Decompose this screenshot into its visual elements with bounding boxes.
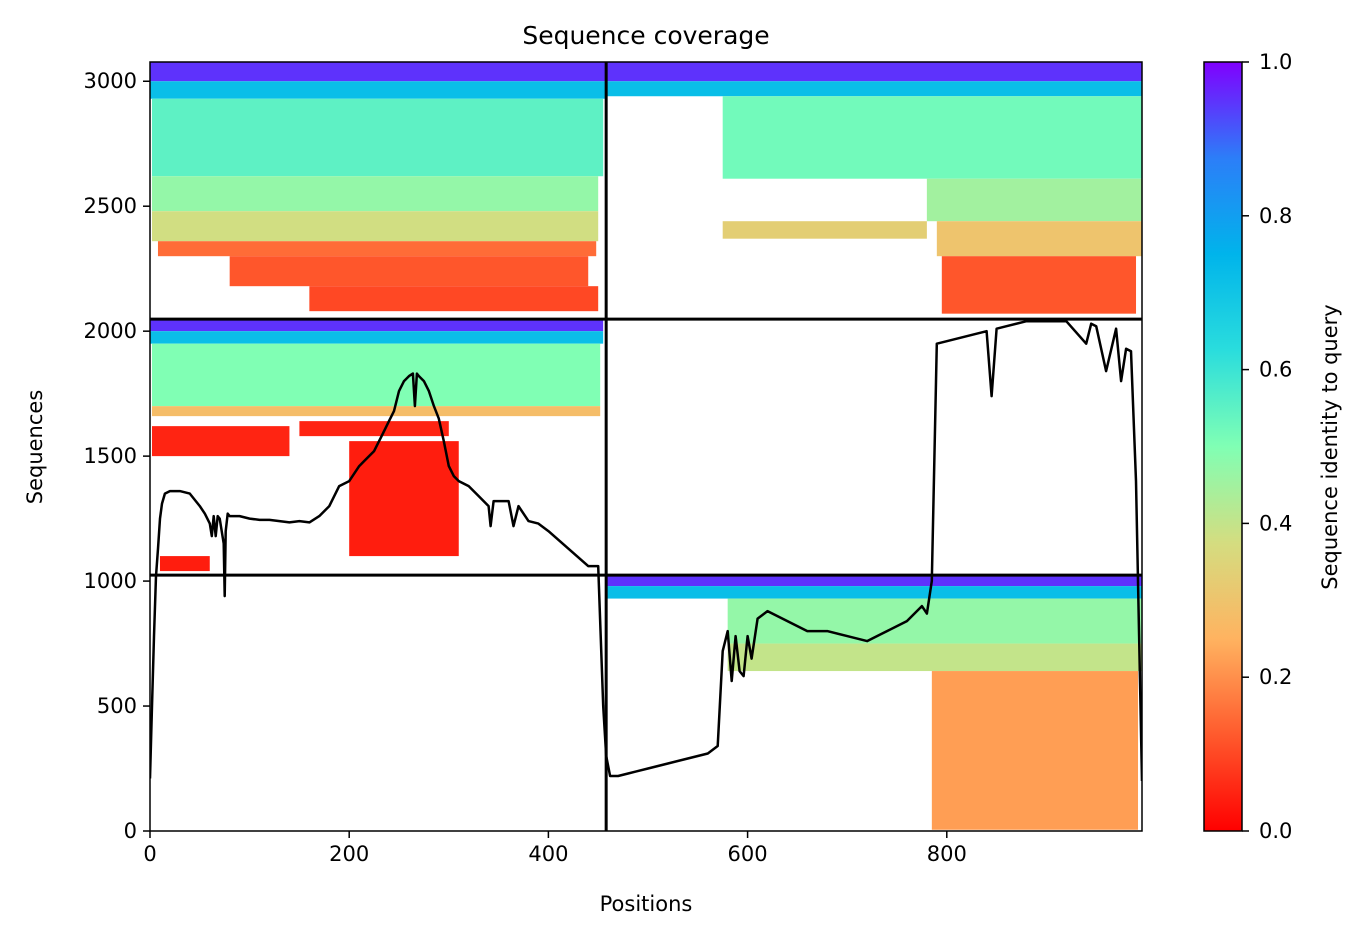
x-axis-label: Positions <box>600 892 693 916</box>
coverage-block <box>936 221 1142 257</box>
colorbar-tick-label: 1.0 <box>1259 50 1292 74</box>
coverage-block <box>151 343 601 407</box>
coverage-block <box>722 221 927 239</box>
coverage-block <box>151 176 599 212</box>
y-tick-label: 2500 <box>84 194 137 218</box>
y-tick-label: 1000 <box>84 569 137 593</box>
y-tick-label: 2000 <box>84 319 137 343</box>
y-axis-ticks: 0 500 1000 1500 2000 2500 3000 <box>84 69 150 843</box>
y-tick-label: 3000 <box>84 69 137 93</box>
coverage-block <box>606 586 1142 599</box>
coverage-block <box>931 671 1139 830</box>
coverage-block <box>926 178 1142 222</box>
coverage-block <box>150 319 604 332</box>
coverage-block <box>309 286 599 312</box>
chart-title: Sequence coverage <box>522 21 769 50</box>
coverage-block <box>151 406 601 417</box>
coverage-line <box>150 319 1142 782</box>
coverage-block <box>157 241 597 257</box>
coverage-block <box>151 211 599 242</box>
y-tick-label: 500 <box>97 694 137 718</box>
coverage-block <box>606 62 1142 82</box>
colorbar-tick-label: 0.8 <box>1259 204 1292 228</box>
colorbar-tick-label: 0.2 <box>1259 665 1292 689</box>
y-axis-label: Sequences <box>23 390 47 505</box>
coverage-block <box>727 598 1142 644</box>
coverage-block <box>150 331 604 344</box>
coverage-block <box>727 643 1142 672</box>
coverage-block <box>349 441 459 557</box>
colorbar-ticks: 0.0 0.2 0.4 0.6 0.8 1.0 <box>1242 50 1292 843</box>
colorbar: 0.0 0.2 0.4 0.6 0.8 1.0 Sequence identity to … <box>1203 50 1342 843</box>
coverage-block <box>151 98 604 177</box>
x-axis-ticks: 0 200 400 600 800 <box>143 831 967 866</box>
x-tick-label: 600 <box>728 842 768 866</box>
x-tick-label: 400 <box>528 842 568 866</box>
x-tick-label: 200 <box>329 842 369 866</box>
colorbar-tick-label: 0.0 <box>1259 819 1292 843</box>
colorbar-tick-label: 0.6 <box>1259 358 1292 382</box>
y-tick-label: 0 <box>124 819 137 843</box>
coverage-block <box>150 81 607 99</box>
coverage-block <box>159 556 210 572</box>
block-dividers <box>150 62 1142 831</box>
coverage-blocks <box>150 62 1142 830</box>
coverage-block <box>151 426 290 457</box>
coverage-block <box>150 62 607 82</box>
colorbar-gradient <box>1203 61 1243 832</box>
plot-frame <box>149 61 1143 832</box>
coverage-block <box>229 256 589 287</box>
coverage-block <box>722 96 1142 179</box>
y-tick-label: 1500 <box>84 444 137 468</box>
x-tick-label: 800 <box>927 842 967 866</box>
coverage-block <box>606 576 1142 587</box>
plot-area <box>150 62 1142 831</box>
coverage-block <box>299 421 449 437</box>
colorbar-label: Sequence identity to query <box>1318 304 1342 589</box>
x-tick-label: 0 <box>143 842 156 866</box>
coverage-block <box>606 81 1142 97</box>
colorbar-tick-label: 0.4 <box>1259 511 1292 535</box>
coverage-block <box>941 256 1137 314</box>
